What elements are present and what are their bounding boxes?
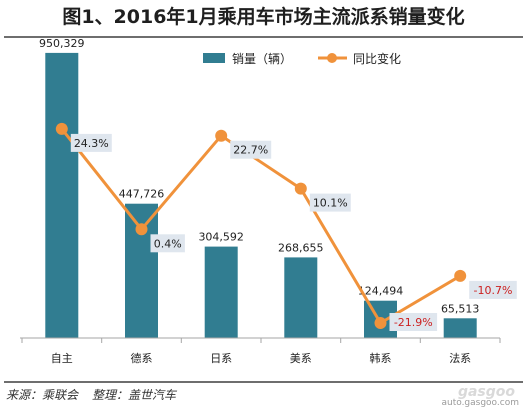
watermark-url: auto.gasgoo.com [441, 398, 519, 408]
line-point-2 [215, 129, 228, 142]
legend-line-label: 同比变化 [353, 51, 401, 66]
x-tick-label-1: 德系 [131, 351, 153, 365]
x-ticks-layer [21, 338, 501, 343]
line-point-0 [55, 122, 68, 135]
x-tick-label-3: 美系 [290, 352, 312, 365]
bar-value-label-2: 304,592 [198, 231, 244, 244]
bar-2 [204, 246, 238, 338]
bar-5 [443, 318, 477, 338]
source-editor: 整理：盖世汽车 [92, 388, 177, 402]
legend-bar-swatch [203, 53, 225, 63]
pct-label-box-4 [389, 313, 438, 331]
bar-0 [45, 52, 79, 339]
line-point-3 [294, 182, 307, 195]
pct-label-box-2 [230, 140, 272, 159]
x-labels-layer: 自主 德系 日系 美系 韩系 法系 [51, 351, 471, 365]
pct-label-box-3 [309, 193, 351, 212]
x-tick-label-4: 韩系 [370, 351, 392, 365]
pct-label-5: -10.7% [474, 284, 513, 297]
bar-labels-layer: 950,329 447,726 304,592 268,655 124,494 65,51… [39, 37, 479, 315]
chart-title: 图1、2016年1月乘用车市场主流派系销量变化 [62, 6, 465, 28]
pct-label-box-0 [70, 133, 112, 152]
bar-value-label-0: 950,329 [39, 37, 85, 50]
pct-label-box-1 [150, 234, 185, 253]
title-divider [4, 36, 523, 38]
footer-divider [4, 381, 523, 383]
x-tick-label-5: 法系 [449, 351, 471, 365]
bars-layer [45, 52, 477, 339]
x-tick-label-0: 自主 [51, 352, 73, 365]
pct-label-2: 22.7% [233, 144, 268, 157]
line-point-1 [135, 223, 148, 236]
legend: 销量（辆） 同比变化 [203, 51, 401, 66]
x-tick-label-2: 日系 [210, 352, 232, 365]
bar-value-label-3: 268,655 [278, 241, 324, 254]
legend-line-dot [327, 53, 337, 63]
pct-label-1: 0.4% [154, 237, 182, 250]
pct-labels-layer: 24.3% 0.4% 22.7% 10.1% -21.9% -10.7% [70, 133, 517, 331]
pct-label-box-5 [469, 280, 517, 299]
bar-value-label-1: 447,726 [119, 188, 165, 201]
pct-label-0: 24.3% [74, 137, 109, 150]
gasgoo-watermark: gasgoo auto.gasgoo.com [435, 381, 519, 409]
bar-3 [284, 257, 318, 338]
bar-line-chart: 950,329 447,726 304,592 268,655 124,494 65,51… [20, 37, 517, 365]
bar-value-label-4: 124,494 [358, 285, 404, 298]
line-point-5 [454, 269, 467, 282]
source-note: 来源：乘联会 整理：盖世汽车 [6, 386, 176, 403]
pct-label-4: -21.9% [394, 316, 433, 329]
watermark-brand: gasgoo [457, 384, 515, 400]
points-layer [55, 122, 467, 329]
line-point-4 [374, 317, 387, 329]
pct-label-3: 10.1% [313, 197, 348, 210]
source-origin: 来源：乘联会 [6, 388, 79, 402]
bar-value-label-5: 65,513 [441, 302, 480, 315]
legend-bar-label: 销量（辆） [232, 52, 292, 66]
